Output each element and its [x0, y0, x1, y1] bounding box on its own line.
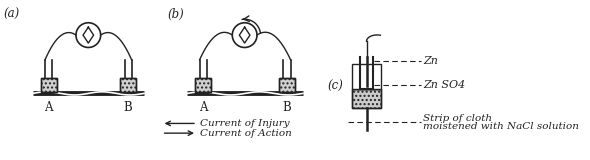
Text: Current of Action: Current of Action	[199, 129, 291, 138]
Text: Current of Injury: Current of Injury	[199, 119, 289, 128]
Text: A: A	[199, 101, 207, 114]
Bar	[120, 77, 136, 92]
Text: (c): (c)	[327, 80, 343, 93]
Bar	[195, 77, 211, 92]
Text: B: B	[283, 101, 291, 114]
Bar	[195, 77, 211, 92]
Bar	[352, 64, 381, 89]
Text: Strip of cloth: Strip of cloth	[423, 114, 492, 123]
Text: Zn: Zn	[423, 56, 438, 66]
Text: (b): (b)	[168, 8, 185, 21]
Bar	[120, 77, 136, 92]
Text: A: A	[44, 101, 53, 114]
Bar	[352, 89, 381, 108]
Text: Zn SO4: Zn SO4	[423, 80, 466, 90]
Bar	[279, 77, 295, 92]
Text: moistened with NaCl solution: moistened with NaCl solution	[423, 122, 579, 132]
Text: B: B	[124, 101, 132, 114]
Circle shape	[76, 23, 101, 48]
Bar	[279, 77, 295, 92]
Circle shape	[232, 23, 257, 48]
Text: (a): (a)	[4, 8, 20, 21]
Bar	[41, 77, 57, 92]
Bar	[41, 77, 57, 92]
Bar	[352, 89, 381, 108]
